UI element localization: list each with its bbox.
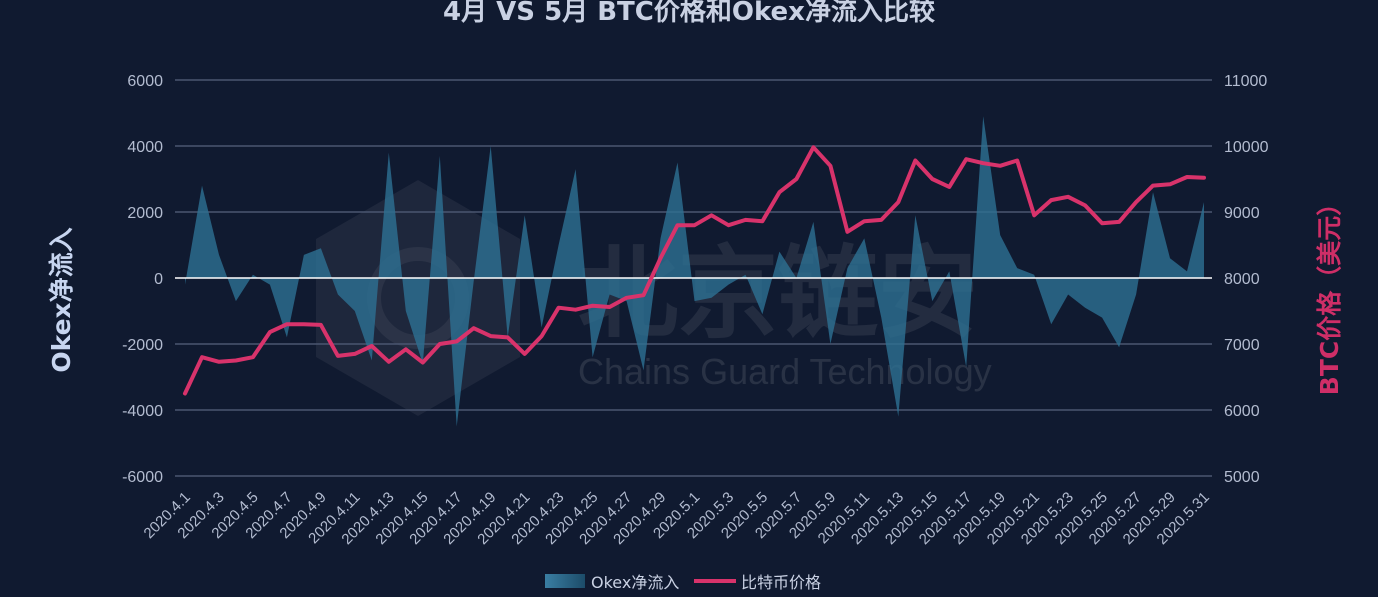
btc-price-point xyxy=(1202,176,1206,180)
btc-price-point xyxy=(896,200,900,204)
btc-price-point xyxy=(947,185,951,189)
btc-price-point xyxy=(964,157,968,161)
btc-price-points xyxy=(183,145,1206,395)
right-y-axis: 5000 6000 7000 8000 9000 10000 11000 xyxy=(1224,73,1269,486)
legend-inflow-label[interactable]: Okex净流入 xyxy=(591,573,679,592)
btc-price-point xyxy=(981,161,985,165)
btc-price-point xyxy=(370,344,374,348)
btc-price-point xyxy=(811,145,815,149)
btc-price-point xyxy=(234,359,238,362)
left-tick-label: 0 xyxy=(154,271,163,288)
btc-price-point xyxy=(302,322,306,326)
btc-price-point xyxy=(625,296,629,300)
left-tick-label: 6000 xyxy=(127,73,163,90)
btc-price-point xyxy=(251,355,255,359)
btc-price-point xyxy=(387,360,391,364)
btc-price-point xyxy=(285,322,289,326)
btc-price-point xyxy=(1168,182,1172,186)
btc-price-point xyxy=(1083,203,1087,207)
btc-price-point xyxy=(336,354,340,358)
btc-price-point xyxy=(574,308,578,312)
btc-price-point xyxy=(998,164,1002,168)
btc-price-point xyxy=(557,306,561,310)
btc-price-point xyxy=(472,326,476,330)
btc-price-point xyxy=(489,334,493,338)
left-tick-label: -6000 xyxy=(122,469,163,486)
btc-price-point xyxy=(540,334,544,338)
btc-price-point xyxy=(1049,198,1053,202)
legend[interactable]: Okex净流入 比特币价格 xyxy=(545,573,821,592)
okex-net-inflow-area xyxy=(185,116,1204,427)
btc-price-point xyxy=(1100,221,1104,225)
btc-price-point xyxy=(760,219,764,223)
left-tick-label: -4000 xyxy=(122,403,163,420)
btc-price-point xyxy=(693,223,696,227)
left-y-axis: -6000 -4000 -2000 0 2000 4000 6000 xyxy=(122,73,163,486)
btc-price-point xyxy=(1117,220,1121,224)
right-tick-label: 10000 xyxy=(1224,139,1269,156)
btc-price-point xyxy=(421,361,425,364)
btc-price-point xyxy=(913,159,917,162)
legend-price-label[interactable]: 比特币价格 xyxy=(741,573,821,592)
left-axis-label: Okex净流入 xyxy=(47,227,76,372)
chart-title: 4月 VS 5月 BTC价格和Okex净流入比较 xyxy=(443,0,935,27)
btc-price-point xyxy=(1066,195,1070,199)
btc-price-point xyxy=(1151,184,1155,188)
right-tick-label: 7000 xyxy=(1224,337,1260,354)
legend-inflow-swatch xyxy=(545,574,585,588)
btc-price-point xyxy=(608,305,612,309)
btc-price-point xyxy=(862,219,866,223)
left-tick-label: 4000 xyxy=(127,139,163,156)
watermark-sub: Chains Guard Technology xyxy=(578,351,992,392)
left-tick-label: 2000 xyxy=(127,205,163,222)
btc-price-point xyxy=(794,177,798,181)
btc-price-point xyxy=(404,347,408,351)
btc-price-point xyxy=(642,293,645,297)
btc-price-point xyxy=(879,218,883,222)
btc-price-point xyxy=(1032,213,1036,217)
btc-price-point xyxy=(455,339,459,343)
btc-price-point xyxy=(744,218,747,222)
right-tick-label: 11000 xyxy=(1224,73,1267,90)
btc-price-point xyxy=(353,352,357,356)
btc-price-point xyxy=(438,342,442,346)
btc-price-point xyxy=(217,360,221,364)
right-tick-label: 5000 xyxy=(1224,469,1260,486)
btc-price-point xyxy=(268,330,272,334)
btc-price-point xyxy=(523,352,527,356)
btc-price-point xyxy=(200,355,204,359)
right-tick-label: 8000 xyxy=(1224,271,1260,288)
btc-price-point xyxy=(710,213,713,217)
btc-price-point xyxy=(828,164,832,168)
btc-price-point xyxy=(777,190,781,194)
right-axis-label: BTC价格（美元） xyxy=(1315,191,1344,395)
btc-price-point xyxy=(676,223,679,227)
btc-price-point xyxy=(1185,175,1189,179)
btc-price-point xyxy=(930,177,934,181)
btc-price-point xyxy=(319,323,323,327)
btc-price-point xyxy=(1134,200,1138,204)
right-tick-label: 6000 xyxy=(1224,403,1260,420)
btc-price-point xyxy=(659,256,662,260)
left-tick-label: -2000 xyxy=(122,337,163,354)
btc-price-point xyxy=(183,392,187,395)
right-tick-label: 9000 xyxy=(1224,205,1260,222)
btc-price-point xyxy=(845,230,849,234)
btc-price-point xyxy=(591,304,595,308)
grid-lines xyxy=(175,79,1212,477)
btc-price-point xyxy=(1015,159,1019,162)
btc-price-point xyxy=(506,335,510,339)
btc-price-point xyxy=(727,223,730,227)
